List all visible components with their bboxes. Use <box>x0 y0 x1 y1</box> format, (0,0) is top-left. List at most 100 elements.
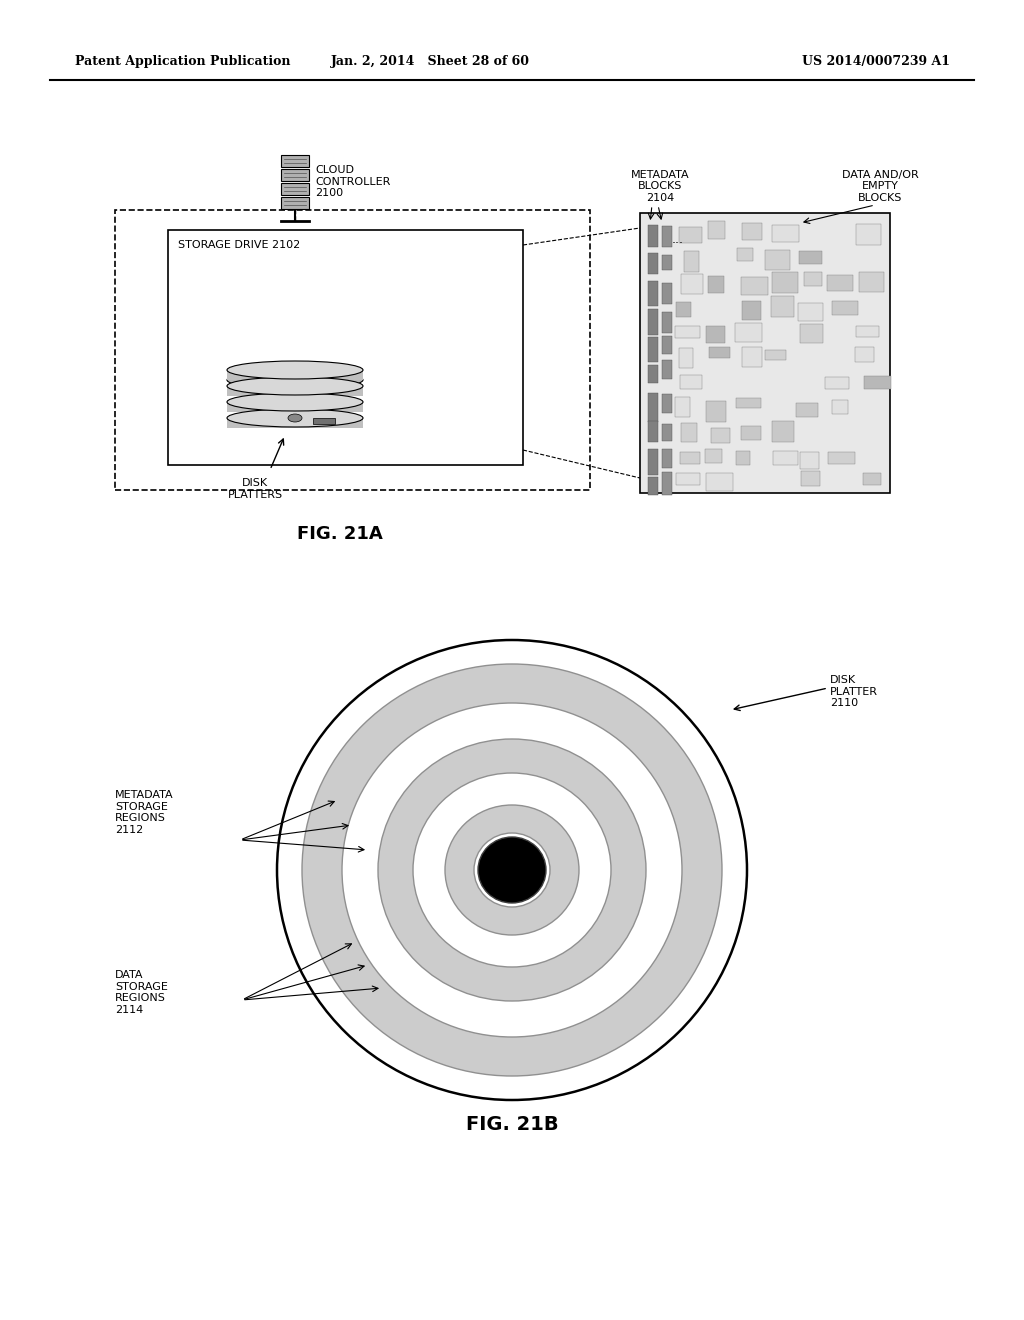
FancyBboxPatch shape <box>227 403 362 412</box>
FancyBboxPatch shape <box>765 350 786 360</box>
FancyBboxPatch shape <box>648 393 658 422</box>
FancyBboxPatch shape <box>736 399 761 408</box>
FancyBboxPatch shape <box>281 197 309 209</box>
FancyBboxPatch shape <box>831 400 848 414</box>
FancyBboxPatch shape <box>662 360 672 379</box>
FancyBboxPatch shape <box>855 347 874 362</box>
Ellipse shape <box>474 833 550 907</box>
FancyBboxPatch shape <box>281 154 309 168</box>
FancyBboxPatch shape <box>741 426 761 440</box>
FancyBboxPatch shape <box>227 418 362 428</box>
FancyBboxPatch shape <box>662 424 672 441</box>
FancyBboxPatch shape <box>863 473 881 484</box>
FancyBboxPatch shape <box>772 272 798 293</box>
FancyBboxPatch shape <box>827 275 853 290</box>
FancyBboxPatch shape <box>798 304 823 321</box>
FancyBboxPatch shape <box>648 281 658 306</box>
FancyBboxPatch shape <box>736 451 750 465</box>
FancyBboxPatch shape <box>681 422 697 442</box>
FancyBboxPatch shape <box>859 272 884 292</box>
FancyBboxPatch shape <box>706 401 726 422</box>
Ellipse shape <box>342 704 682 1038</box>
FancyBboxPatch shape <box>680 375 702 389</box>
Ellipse shape <box>227 371 362 389</box>
FancyBboxPatch shape <box>771 296 794 317</box>
FancyBboxPatch shape <box>864 376 891 389</box>
Ellipse shape <box>378 739 646 1001</box>
FancyBboxPatch shape <box>662 337 672 354</box>
Text: Jan. 2, 2014   Sheet 28 of 60: Jan. 2, 2014 Sheet 28 of 60 <box>331 55 529 69</box>
Text: DATA
STORAGE
REGIONS
2114: DATA STORAGE REGIONS 2114 <box>115 970 168 1015</box>
FancyBboxPatch shape <box>662 226 672 247</box>
Ellipse shape <box>227 409 362 426</box>
FancyBboxPatch shape <box>679 227 702 243</box>
FancyBboxPatch shape <box>675 326 700 338</box>
FancyBboxPatch shape <box>281 169 309 181</box>
FancyBboxPatch shape <box>662 449 672 469</box>
FancyBboxPatch shape <box>662 282 672 304</box>
FancyBboxPatch shape <box>856 224 881 246</box>
FancyBboxPatch shape <box>640 213 890 492</box>
Ellipse shape <box>227 360 362 379</box>
FancyBboxPatch shape <box>765 249 790 271</box>
FancyBboxPatch shape <box>227 385 362 396</box>
FancyBboxPatch shape <box>662 255 672 271</box>
Ellipse shape <box>227 393 362 411</box>
FancyBboxPatch shape <box>796 403 818 417</box>
FancyBboxPatch shape <box>800 323 823 343</box>
FancyBboxPatch shape <box>831 301 858 315</box>
FancyBboxPatch shape <box>708 220 725 239</box>
FancyBboxPatch shape <box>648 449 658 475</box>
FancyBboxPatch shape <box>662 473 672 495</box>
Text: METADATA
BLOCKS
2104: METADATA BLOCKS 2104 <box>631 170 689 203</box>
FancyBboxPatch shape <box>800 451 819 469</box>
FancyBboxPatch shape <box>706 473 733 491</box>
Text: FIG. 21A: FIG. 21A <box>297 525 383 543</box>
FancyBboxPatch shape <box>799 251 822 264</box>
Ellipse shape <box>478 837 546 903</box>
FancyBboxPatch shape <box>681 275 703 294</box>
FancyBboxPatch shape <box>804 272 822 286</box>
FancyBboxPatch shape <box>825 378 849 389</box>
Ellipse shape <box>413 774 611 968</box>
FancyBboxPatch shape <box>828 451 855 465</box>
FancyBboxPatch shape <box>742 301 761 319</box>
FancyBboxPatch shape <box>675 397 690 417</box>
Text: CLOUD
CONTROLLER
2100: CLOUD CONTROLLER 2100 <box>315 165 390 198</box>
Text: US 2014/0007239 A1: US 2014/0007239 A1 <box>802 55 950 69</box>
FancyBboxPatch shape <box>708 276 724 293</box>
FancyBboxPatch shape <box>711 428 730 444</box>
FancyBboxPatch shape <box>679 348 693 368</box>
FancyBboxPatch shape <box>706 326 725 343</box>
Ellipse shape <box>278 640 746 1100</box>
FancyBboxPatch shape <box>281 183 309 195</box>
Text: Patent Application Publication: Patent Application Publication <box>75 55 291 69</box>
FancyBboxPatch shape <box>648 337 658 362</box>
FancyBboxPatch shape <box>742 347 762 367</box>
Ellipse shape <box>302 664 722 1076</box>
Text: METADATA
STORAGE
REGIONS
2112: METADATA STORAGE REGIONS 2112 <box>115 789 174 834</box>
FancyBboxPatch shape <box>856 326 879 337</box>
FancyBboxPatch shape <box>773 451 798 465</box>
FancyBboxPatch shape <box>648 224 658 247</box>
Text: DATA AND/OR
EMPTY
BLOCKS: DATA AND/OR EMPTY BLOCKS <box>842 170 919 203</box>
FancyBboxPatch shape <box>735 323 762 342</box>
FancyBboxPatch shape <box>741 277 768 294</box>
Text: DISK
PLATTER
2110: DISK PLATTER 2110 <box>830 675 878 709</box>
FancyBboxPatch shape <box>313 418 335 424</box>
FancyBboxPatch shape <box>737 248 753 261</box>
FancyBboxPatch shape <box>168 230 523 465</box>
Text: DISK
PLATTERS: DISK PLATTERS <box>227 478 283 499</box>
FancyBboxPatch shape <box>662 312 672 333</box>
FancyBboxPatch shape <box>801 471 820 486</box>
FancyBboxPatch shape <box>648 477 658 495</box>
FancyBboxPatch shape <box>648 421 658 442</box>
FancyBboxPatch shape <box>227 370 362 380</box>
FancyBboxPatch shape <box>648 309 658 335</box>
Text: ...: ... <box>672 234 684 246</box>
FancyBboxPatch shape <box>772 224 799 242</box>
FancyBboxPatch shape <box>684 251 699 272</box>
Ellipse shape <box>288 414 302 422</box>
FancyBboxPatch shape <box>115 210 590 490</box>
FancyBboxPatch shape <box>648 366 658 383</box>
